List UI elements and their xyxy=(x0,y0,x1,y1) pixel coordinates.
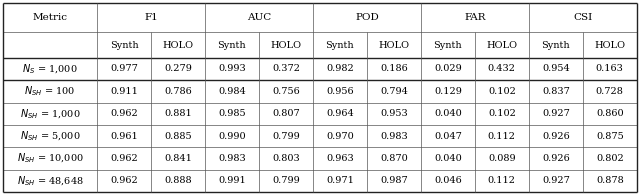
Text: 0.432: 0.432 xyxy=(488,65,516,74)
Text: 0.984: 0.984 xyxy=(218,87,246,96)
Text: 0.927: 0.927 xyxy=(542,176,570,185)
Text: 0.803: 0.803 xyxy=(272,154,300,163)
Text: 0.102: 0.102 xyxy=(488,109,516,118)
Text: 0.964: 0.964 xyxy=(326,109,354,118)
Text: 0.089: 0.089 xyxy=(488,154,516,163)
Text: 0.963: 0.963 xyxy=(326,154,354,163)
Text: 0.372: 0.372 xyxy=(272,65,300,74)
Text: 0.129: 0.129 xyxy=(434,87,462,96)
Text: 0.888: 0.888 xyxy=(164,176,192,185)
Text: 0.112: 0.112 xyxy=(488,132,516,141)
Text: 0.971: 0.971 xyxy=(326,176,354,185)
Text: $\mathit{N}_{\mathit{SH}}$ = 5,000: $\mathit{N}_{\mathit{SH}}$ = 5,000 xyxy=(20,129,81,143)
Text: $\mathit{N}_{\mathit{SH}}$ = 10,000: $\mathit{N}_{\mathit{SH}}$ = 10,000 xyxy=(17,152,84,165)
Text: 0.786: 0.786 xyxy=(164,87,192,96)
Text: 0.991: 0.991 xyxy=(218,176,246,185)
Text: 0.870: 0.870 xyxy=(380,154,408,163)
Text: 0.047: 0.047 xyxy=(434,132,462,141)
Text: 0.837: 0.837 xyxy=(542,87,570,96)
Text: 0.163: 0.163 xyxy=(596,65,624,74)
Text: 0.977: 0.977 xyxy=(110,65,138,74)
Text: 0.040: 0.040 xyxy=(434,109,461,118)
Text: 0.956: 0.956 xyxy=(326,87,354,96)
Text: 0.046: 0.046 xyxy=(434,176,461,185)
Text: 0.927: 0.927 xyxy=(542,109,570,118)
Text: 0.279: 0.279 xyxy=(164,65,192,74)
Text: 0.985: 0.985 xyxy=(218,109,246,118)
Text: HOLO: HOLO xyxy=(163,41,193,50)
Text: $\mathit{N}_{\mathit{SH}}$ = 1,000: $\mathit{N}_{\mathit{SH}}$ = 1,000 xyxy=(20,107,81,121)
Text: 0.983: 0.983 xyxy=(380,132,408,141)
Text: 0.875: 0.875 xyxy=(596,132,624,141)
Text: 0.756: 0.756 xyxy=(272,87,300,96)
Text: 0.926: 0.926 xyxy=(542,132,570,141)
Text: 0.728: 0.728 xyxy=(596,87,624,96)
Text: $\mathit{N}_{\mathit{S}}$ = 1,000: $\mathit{N}_{\mathit{S}}$ = 1,000 xyxy=(22,62,78,76)
Text: 0.953: 0.953 xyxy=(380,109,408,118)
Text: 0.885: 0.885 xyxy=(164,132,192,141)
Text: HOLO: HOLO xyxy=(378,41,410,50)
Text: 0.970: 0.970 xyxy=(326,132,354,141)
Text: 0.987: 0.987 xyxy=(380,176,408,185)
Text: 0.911: 0.911 xyxy=(110,87,138,96)
Text: 0.926: 0.926 xyxy=(542,154,570,163)
Text: 0.993: 0.993 xyxy=(218,65,246,74)
Text: CSI: CSI xyxy=(573,13,593,22)
Text: 0.794: 0.794 xyxy=(380,87,408,96)
Text: 0.983: 0.983 xyxy=(218,154,246,163)
Text: 0.799: 0.799 xyxy=(272,132,300,141)
Text: 0.961: 0.961 xyxy=(110,132,138,141)
Text: HOLO: HOLO xyxy=(271,41,301,50)
Text: Metric: Metric xyxy=(33,13,68,22)
Text: Synth: Synth xyxy=(326,41,354,50)
Text: 0.881: 0.881 xyxy=(164,109,192,118)
Text: 0.962: 0.962 xyxy=(110,154,138,163)
Text: 0.878: 0.878 xyxy=(596,176,624,185)
Text: $\mathit{N}_{\mathit{SH}}$ = 48,648: $\mathit{N}_{\mathit{SH}}$ = 48,648 xyxy=(17,174,84,188)
Text: 0.982: 0.982 xyxy=(326,65,354,74)
Text: HOLO: HOLO xyxy=(595,41,625,50)
Text: 0.802: 0.802 xyxy=(596,154,624,163)
Text: 0.799: 0.799 xyxy=(272,176,300,185)
Text: POD: POD xyxy=(355,13,379,22)
Text: $\mathit{N}_{\mathit{SH}}$ = 100: $\mathit{N}_{\mathit{SH}}$ = 100 xyxy=(24,84,76,98)
Text: 0.860: 0.860 xyxy=(596,109,623,118)
Text: 0.807: 0.807 xyxy=(272,109,300,118)
Text: HOLO: HOLO xyxy=(486,41,517,50)
Text: Synth: Synth xyxy=(541,41,570,50)
Text: Synth: Synth xyxy=(433,41,462,50)
Text: Synth: Synth xyxy=(218,41,246,50)
Text: 0.962: 0.962 xyxy=(110,109,138,118)
Text: 0.954: 0.954 xyxy=(542,65,570,74)
Text: AUC: AUC xyxy=(247,13,271,22)
Text: 0.186: 0.186 xyxy=(380,65,408,74)
Text: 0.029: 0.029 xyxy=(434,65,461,74)
Text: F1: F1 xyxy=(144,13,158,22)
Text: 0.112: 0.112 xyxy=(488,176,516,185)
Text: Synth: Synth xyxy=(109,41,138,50)
Text: 0.990: 0.990 xyxy=(218,132,246,141)
Text: FAR: FAR xyxy=(464,13,486,22)
Text: 0.962: 0.962 xyxy=(110,176,138,185)
Text: 0.102: 0.102 xyxy=(488,87,516,96)
Text: 0.841: 0.841 xyxy=(164,154,192,163)
Text: 0.040: 0.040 xyxy=(434,154,461,163)
